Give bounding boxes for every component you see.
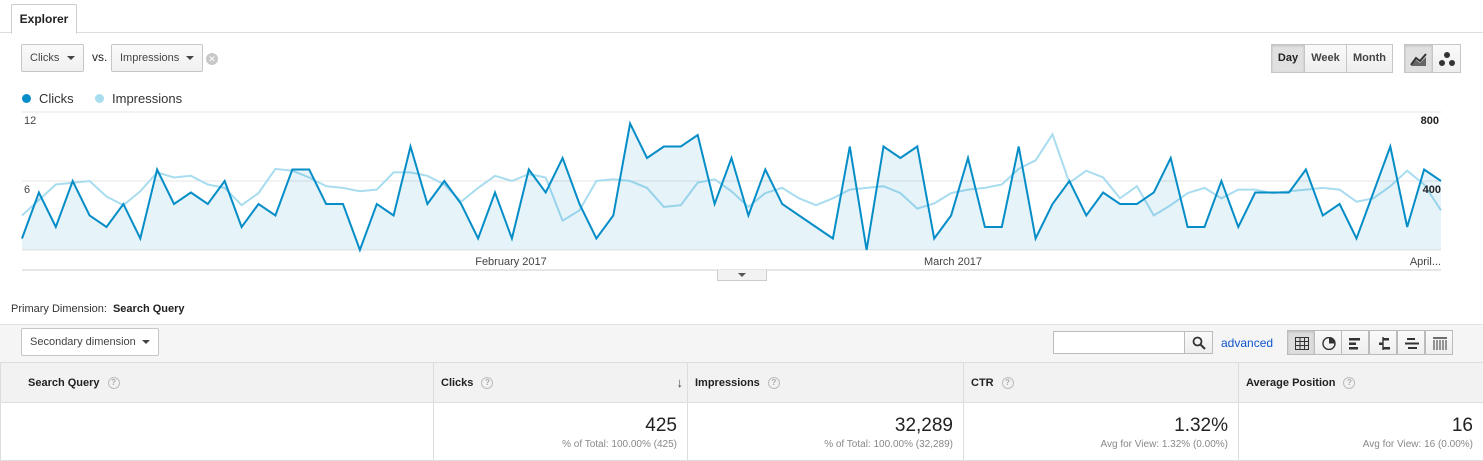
grid-view-button[interactable] [1287, 330, 1315, 355]
total-value: 425 [434, 415, 677, 437]
legend-dot-impressions [95, 94, 104, 103]
pivot-view-button[interactable] [1425, 330, 1453, 355]
comparison-view-icon [1377, 337, 1391, 350]
chevron-down-icon [738, 273, 746, 277]
comparison-view-button[interactable] [1369, 330, 1397, 355]
chart-collapse-toggle[interactable] [717, 270, 767, 281]
granularity-day-button[interactable]: Day [1271, 44, 1305, 73]
secondary-dimension-dropdown[interactable]: Secondary dimension [21, 328, 159, 356]
legend-clicks[interactable]: Clicks [22, 91, 74, 106]
help-icon[interactable]: ? [1343, 377, 1355, 389]
term-cloud-view-icon [1405, 337, 1419, 350]
total-value: 16 [1239, 415, 1473, 437]
advanced-filter-link[interactable]: advanced [1221, 336, 1273, 350]
table-search-input[interactable] [1053, 331, 1185, 354]
granularity-month-button[interactable]: Month [1346, 44, 1393, 73]
y-axis-left-tick: 6 [24, 184, 30, 196]
primary-metric-dropdown[interactable]: Clicks [21, 44, 84, 72]
clear-metric-icon[interactable]: ✕ [206, 53, 218, 65]
y-axis-left-tick: 12 [24, 115, 36, 127]
line-chart-button[interactable] [1404, 44, 1433, 73]
secondary-dimension-label: Secondary dimension [30, 336, 136, 348]
table-header-row: Search Query? Clicks? ↓ Impressions? CTR?… [1, 363, 1483, 403]
primary-dimension: Primary Dimension: Search Query [11, 303, 185, 315]
vs-label: vs. [92, 50, 107, 64]
report-tab-bar: Explorer [0, 0, 1483, 33]
y-axis-right-tick: 400 [1423, 184, 1441, 196]
primary-dimension-label: Primary Dimension: [11, 303, 107, 315]
legend-label-impressions: Impressions [112, 91, 182, 106]
bar-view-button[interactable] [1341, 330, 1369, 355]
chevron-down-icon [142, 340, 150, 344]
y-axis-right-tick: 800 [1421, 115, 1439, 127]
x-axis-tick-label: March 2017 [924, 256, 982, 268]
totals-cell: 32,289 % of Total: 100.00% (32,289) [688, 403, 964, 461]
column-header-ctr[interactable]: CTR? [964, 363, 1239, 403]
line-chart-icon [1410, 51, 1428, 67]
secondary-metric-dropdown[interactable]: Impressions [111, 44, 203, 72]
column-label: Impressions [695, 377, 760, 389]
column-label: Average Position [1246, 377, 1335, 389]
pie-view-icon [1322, 337, 1336, 350]
column-header-clicks[interactable]: Clicks? ↓ [434, 363, 688, 403]
grid-view-icon [1295, 337, 1309, 350]
help-icon[interactable]: ? [481, 377, 493, 389]
report-table: Search Query? Clicks? ↓ Impressions? CTR?… [0, 362, 1483, 461]
total-subtext: Avg for View: 1.32% (0.00%) [964, 439, 1228, 450]
column-header-search-query[interactable]: Search Query? [1, 363, 434, 403]
totals-cell: 1.32% Avg for View: 1.32% (0.00%) [964, 403, 1239, 461]
granularity-week-button[interactable]: Week [1304, 44, 1347, 73]
secondary-metric-label: Impressions [120, 52, 179, 64]
total-subtext: % of Total: 100.00% (32,289) [688, 439, 953, 450]
legend-label-clicks: Clicks [39, 91, 74, 106]
bar-view-icon [1349, 337, 1363, 350]
column-header-average-position[interactable]: Average Position? [1239, 363, 1483, 403]
motion-chart-button[interactable] [1432, 44, 1461, 73]
pie-view-button[interactable] [1314, 330, 1342, 355]
x-axis-tick-label: February 2017 [475, 256, 547, 268]
legend-dot-clicks [22, 94, 31, 103]
totals-row: 425 % of Total: 100.00% (425) 32,289 % of … [1, 403, 1483, 461]
column-label: Clicks [441, 377, 473, 389]
sort-descending-icon: ↓ [677, 375, 684, 390]
chevron-down-icon [67, 56, 75, 60]
series-area-clicks [22, 124, 1441, 251]
motion-chart-icon [1438, 51, 1456, 67]
totals-cell: 425 % of Total: 100.00% (425) [434, 403, 688, 461]
help-icon[interactable]: ? [108, 377, 120, 389]
chevron-down-icon [186, 56, 194, 60]
total-subtext: % of Total: 100.00% (425) [434, 439, 677, 450]
legend-impressions[interactable]: Impressions [95, 91, 182, 106]
total-value: 1.32% [964, 415, 1228, 437]
total-subtext: Avg for View: 16 (0.00%) [1239, 439, 1473, 450]
column-header-impressions[interactable]: Impressions? [688, 363, 964, 403]
table-search-button[interactable] [1184, 331, 1213, 354]
totals-cell [1, 403, 434, 461]
term-cloud-view-button[interactable] [1397, 330, 1425, 355]
pivot-view-icon [1433, 337, 1447, 350]
column-label: Search Query [28, 377, 100, 389]
search-icon [1192, 336, 1206, 350]
help-icon[interactable]: ? [1002, 377, 1014, 389]
column-label: CTR [971, 377, 994, 389]
totals-cell: 16 Avg for View: 16 (0.00%) [1239, 403, 1483, 461]
primary-metric-label: Clicks [30, 52, 59, 64]
total-value: 32,289 [688, 415, 953, 437]
primary-dimension-value[interactable]: Search Query [113, 303, 185, 315]
x-axis-tick-label: April... [1410, 256, 1441, 268]
help-icon[interactable]: ? [768, 377, 780, 389]
timeline-chart[interactable]: 12 6 800 400 February 2017 March 2017 April... [0, 108, 1483, 273]
tab-explorer[interactable]: Explorer [11, 4, 77, 34]
